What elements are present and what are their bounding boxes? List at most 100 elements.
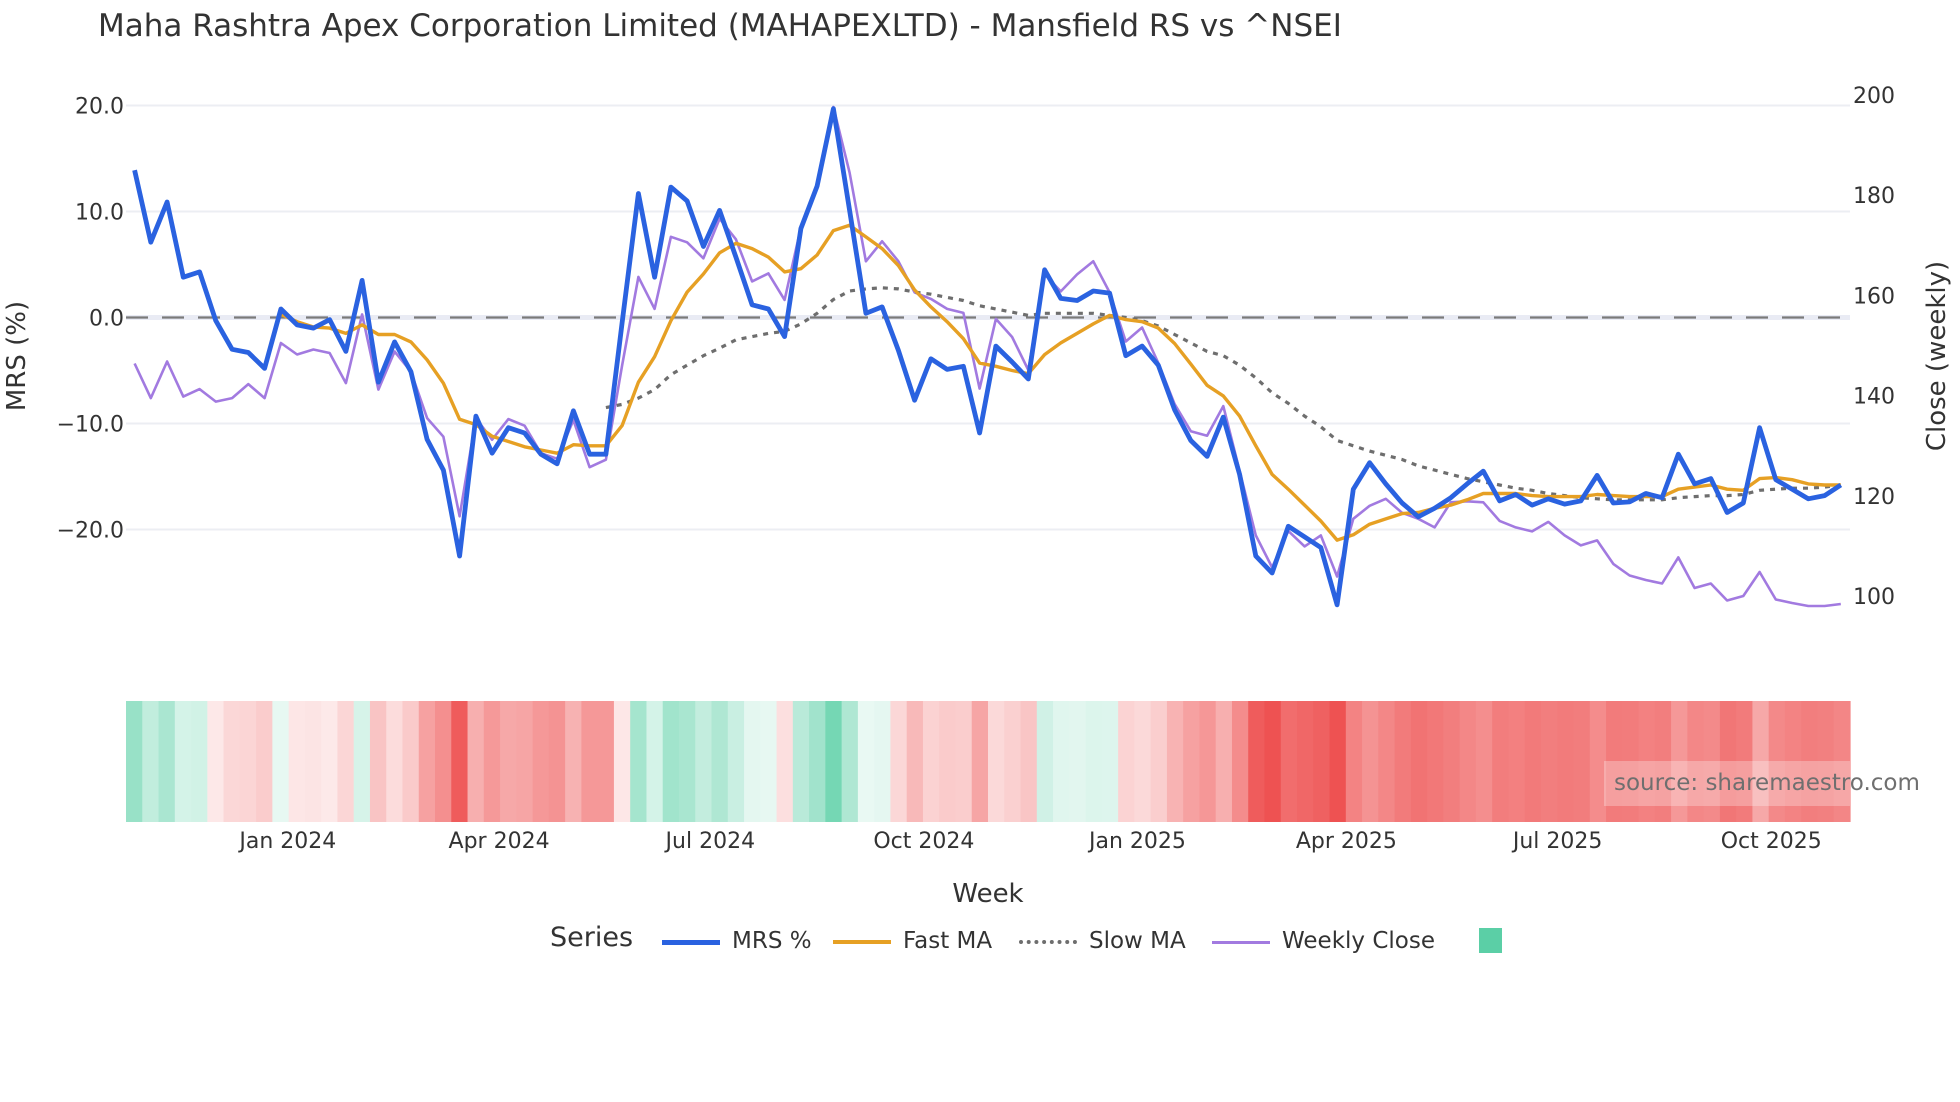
heatmap-cell — [1101, 701, 1119, 822]
heatmap-cell — [1345, 701, 1363, 822]
heatmap-cell — [239, 701, 257, 822]
heatmap-cell — [955, 701, 973, 822]
heatmap-cell — [1671, 701, 1688, 822]
legend-label: Fast MA — [903, 928, 993, 954]
heatmap-cell — [1687, 701, 1705, 822]
heatmap-cell — [1459, 701, 1477, 822]
legend-swatch-slow-ma — [1019, 940, 1077, 944]
legend-swatch-weekly-close — [1212, 941, 1270, 944]
heatmap-cell — [337, 701, 355, 822]
heatmap-cell — [1362, 701, 1379, 822]
heatmap-cell — [1020, 701, 1038, 822]
heatmap-cell — [369, 701, 387, 822]
heatmap-cell — [1492, 701, 1510, 822]
heatmap-cell — [613, 701, 631, 822]
heatmap-cell — [483, 701, 501, 822]
heatmap-cell — [1817, 701, 1835, 822]
legend-title: Series — [550, 922, 634, 953]
y-tick-label: −10.0 — [57, 413, 124, 438]
heatmap-cell — [711, 701, 729, 822]
heatmap-cell — [1394, 701, 1412, 822]
heatmap-cell — [1540, 701, 1558, 822]
heatmap-cell — [1410, 701, 1428, 822]
heatmap-cell — [581, 701, 599, 822]
x-tick-label: Jan 2024 — [237, 829, 336, 854]
source-label: source: sharemaestro.com — [1614, 770, 1920, 796]
legend-label: MRS % — [732, 928, 812, 954]
x-tick-label: Jul 2025 — [1511, 829, 1603, 854]
heatmap-cell — [678, 701, 696, 822]
y2-tick-label: 200 — [1853, 84, 1895, 109]
series-lines — [132, 105, 1843, 608]
heatmap-cell — [1703, 701, 1721, 822]
heatmap-cell — [418, 701, 436, 822]
heatmap-cell — [1199, 701, 1217, 822]
gridlines — [126, 104, 1850, 531]
heatmap-cell — [1606, 701, 1623, 822]
heatmap-cell — [792, 701, 810, 822]
y2-tick-label: 140 — [1853, 385, 1895, 410]
y-tick-label: 0.0 — [89, 307, 124, 332]
y-axis-right-title: Close (weekly) — [1922, 260, 1952, 452]
heatmap-cell — [1622, 701, 1640, 822]
heatmap-cell — [1069, 701, 1087, 822]
heatmap-cell — [776, 701, 794, 822]
heatmap-cell — [1573, 701, 1591, 822]
heatmap-cell — [1118, 701, 1135, 822]
y-tick-label: 20.0 — [75, 95, 124, 120]
heatmap-cell — [825, 701, 843, 822]
heatmap-cell — [1443, 701, 1461, 822]
heatmap-cell — [174, 701, 192, 822]
legend-swatch-mrs — [662, 940, 720, 945]
heatmap-cell — [223, 701, 241, 822]
series-line-mrs — [132, 106, 1843, 608]
heatmap-cell — [1036, 701, 1054, 822]
heatmap-cell — [1427, 701, 1444, 822]
y2-tick-label: 120 — [1853, 485, 1895, 510]
heatmap-cell — [451, 701, 469, 822]
heatmap-cell — [662, 701, 680, 822]
mrs-heatmap-strip — [126, 701, 1851, 822]
x-tick-label: Oct 2024 — [873, 829, 974, 854]
legend-swatch-fast-ma — [833, 940, 891, 944]
y-axis-left-title: MRS (%) — [2, 300, 32, 412]
heatmap-cell — [435, 701, 452, 822]
heatmap-cell — [1134, 701, 1152, 822]
heatmap-cell — [906, 701, 924, 822]
heatmap-cell — [1784, 701, 1802, 822]
heatmap-cell — [1768, 701, 1786, 822]
legend: Series MRS % Fast MA Slow MA Weekly Clos… — [0, 922, 1960, 962]
heatmap-cell — [1183, 701, 1201, 822]
heatmap-cell — [695, 701, 713, 822]
heatmap-cell — [142, 701, 160, 822]
x-tick-label: Oct 2025 — [1721, 829, 1822, 854]
heatmap-cell — [1329, 701, 1347, 822]
heatmap-cell — [857, 701, 875, 822]
chart-title: Maha Rashtra Apex Corporation Limited (M… — [98, 8, 1342, 44]
series-line-close — [133, 105, 1841, 608]
heatmap-cell — [1085, 701, 1103, 822]
heatmap-cell — [841, 701, 859, 822]
heatmap-cell — [1378, 701, 1396, 822]
heatmap-cell — [971, 701, 989, 822]
y-axis-right-ticks: 200 180 160 140 120 100 — [1853, 84, 1895, 610]
heatmap-cell — [500, 701, 517, 822]
x-tick-label: Apr 2024 — [449, 829, 550, 854]
y-tick-label: −20.0 — [57, 519, 124, 544]
heatmap-cell — [158, 701, 176, 822]
legend-label: Weekly Close — [1282, 928, 1435, 954]
heatmap-cell — [207, 701, 225, 822]
heatmap-cell — [922, 701, 940, 822]
x-tick-label: Jul 2024 — [664, 829, 756, 854]
y-axis-left-ticks: 20.0 10.0 0.0 −10.0 −20.0 — [57, 95, 124, 544]
heatmap-cell — [1313, 701, 1331, 822]
heatmap-cell — [809, 701, 826, 822]
heatmap-cell — [760, 701, 778, 822]
heatmap-cell — [1248, 701, 1266, 822]
heatmap-cell — [939, 701, 957, 822]
heatmap-cell — [1638, 701, 1656, 822]
heatmap-cell — [516, 701, 534, 822]
heatmap-cell — [1150, 701, 1168, 822]
heatmap-cell — [874, 701, 892, 822]
source-watermark: source: sharemaestro.com — [1604, 761, 1920, 806]
